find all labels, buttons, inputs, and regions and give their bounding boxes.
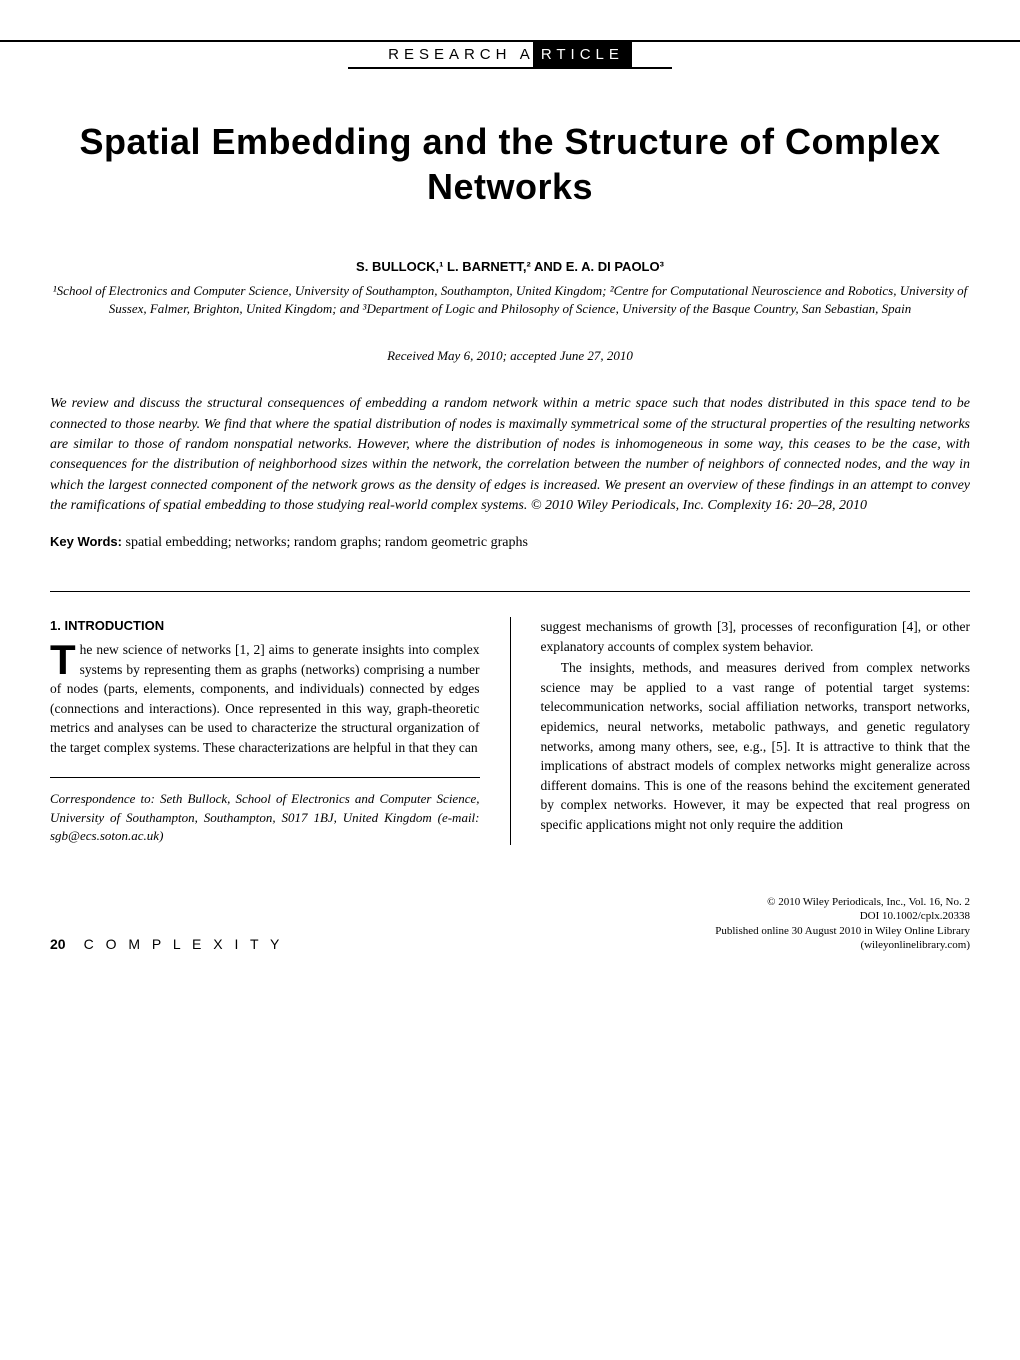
badge-text-left: RESEARCH A <box>388 46 535 63</box>
authors-line: S. BULLOCK,¹ L. BARNETT,² AND E. A. DI P… <box>50 259 970 274</box>
keywords-label: Key Words: <box>50 534 122 549</box>
journal-brand: C O M P L E X I T Y <box>84 936 284 952</box>
correspondence-box: Correspondence to: Seth Bullock, School … <box>50 777 480 845</box>
footer-left: 20 C O M P L E X I T Y <box>50 936 283 952</box>
affiliations: ¹School of Electronics and Computer Scie… <box>50 282 970 318</box>
badge-inner: RESEARCH ARTICLE <box>348 40 672 69</box>
intro-paragraph-3: The insights, methods, and measures deri… <box>541 658 971 834</box>
badge-text-right: RTICLE <box>533 42 632 67</box>
intro-paragraph-2: suggest mechanisms of growth [3], proces… <box>541 617 971 656</box>
left-column: 1. INTRODUCTION The new science of netwo… <box>50 617 480 845</box>
right-column: suggest mechanisms of growth [3], proces… <box>541 617 971 845</box>
published-line: Published online 30 August 2010 in Wiley… <box>715 924 970 938</box>
doi-line: DOI 10.1002/cplx.20338 <box>715 909 970 923</box>
abstract-text: We review and discuss the structural con… <box>50 394 970 516</box>
horizontal-divider <box>50 591 970 592</box>
research-article-badge: RESEARCH ARTICLE <box>50 40 970 69</box>
received-dates: Received May 6, 2010; accepted June 27, … <box>50 348 970 364</box>
section-heading: 1. INTRODUCTION <box>50 617 480 636</box>
page-number: 20 <box>50 936 66 952</box>
two-column-body: 1. INTRODUCTION The new science of netwo… <box>50 617 970 845</box>
page-footer: 20 C O M P L E X I T Y © 2010 Wiley Peri… <box>50 895 970 952</box>
keywords-line: Key Words: spatial embedding; networks; … <box>50 534 970 551</box>
url-line: (wileyonlinelibrary.com) <box>715 938 970 952</box>
footer-right: © 2010 Wiley Periodicals, Inc., Vol. 16,… <box>715 895 970 952</box>
article-title: Spatial Embedding and the Structure of C… <box>50 119 970 209</box>
keywords-text: spatial embedding; networks; random grap… <box>122 535 528 550</box>
intro-paragraph-1: The new science of networks [1, 2] aims … <box>50 640 480 757</box>
copyright-line: © 2010 Wiley Periodicals, Inc., Vol. 16,… <box>715 895 970 909</box>
column-divider <box>510 617 511 845</box>
